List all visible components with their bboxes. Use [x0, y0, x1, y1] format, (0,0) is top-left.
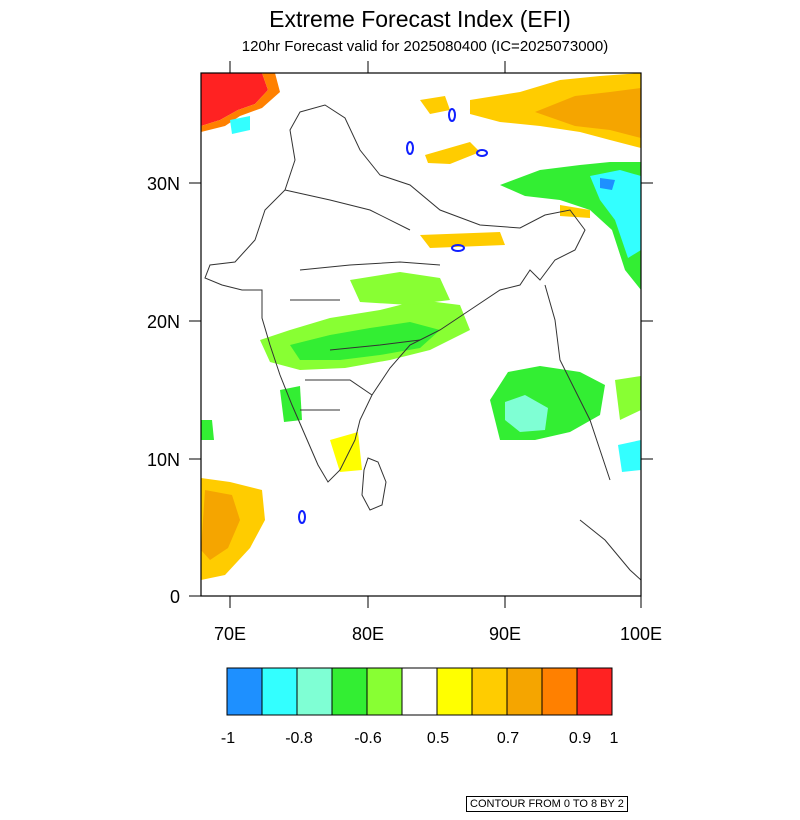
colorbar-swatch: [401, 667, 438, 716]
colorbar-swatch: [331, 667, 368, 716]
colorbar-swatch: [261, 667, 298, 716]
contour-note: CONTOUR FROM 0 TO 8 BY 2: [466, 796, 628, 812]
colorbar: [226, 667, 613, 716]
colorbar-swatch: [471, 667, 508, 716]
axis-ticks: [189, 61, 653, 608]
lat-label-0: 0: [170, 587, 180, 607]
colorbar-swatch: [226, 667, 263, 716]
colorbar-swatch: [366, 667, 403, 716]
colorbar-label: 0.7: [497, 730, 519, 747]
colorbar-label: -0.8: [285, 730, 313, 747]
state-boundaries: [284, 189, 441, 411]
lon-label-70e: 70E: [214, 624, 246, 644]
colorbar-swatch: [576, 667, 613, 716]
myanmar-coast: [544, 284, 611, 481]
lon-label-90e: 90E: [489, 624, 521, 644]
shaded-field: [201, 73, 641, 580]
sri-lanka-outline: [361, 457, 387, 511]
lon-label-80e: 80E: [352, 624, 384, 644]
colorbar-label: -1: [221, 730, 235, 747]
colorbar-swatch: [506, 667, 543, 716]
efi-warm-area-nw: [201, 73, 268, 126]
colorbar-label: 1: [610, 730, 619, 747]
plot-frame: [200, 72, 642, 597]
malay-coast: [579, 519, 641, 581]
coastlines: [204, 104, 641, 581]
lat-label-20n: 20N: [147, 312, 180, 332]
colorbar-label: 0.9: [569, 730, 591, 747]
map-title: Extreme Forecast Index (EFI): [269, 6, 571, 32]
colorbar-swatch: [541, 667, 578, 716]
lat-label-10n: 10N: [147, 450, 180, 470]
colorbar-swatch: [436, 667, 473, 716]
lon-label-100e: 100E: [620, 624, 662, 644]
map-subtitle: 120hr Forecast valid for 2025080400 (IC=…: [241, 38, 609, 55]
lat-label-30n: 30N: [147, 174, 180, 194]
colorbar-swatch: [296, 667, 333, 716]
colorbar-label: -0.6: [354, 730, 382, 747]
colorbar-label: 0.5: [427, 730, 449, 747]
anomaly-contours: [298, 108, 488, 524]
